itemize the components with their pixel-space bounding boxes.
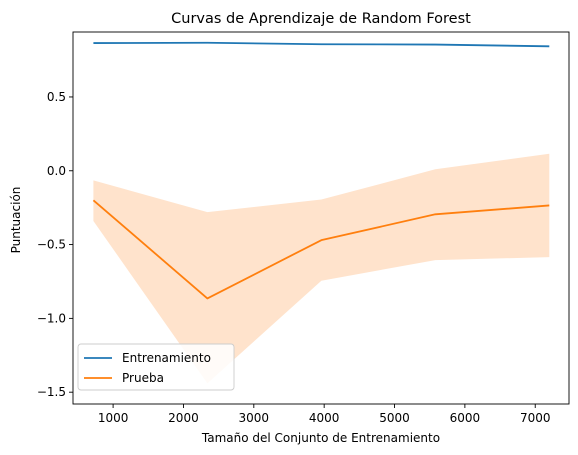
series-1-band xyxy=(93,153,550,384)
legend-box xyxy=(77,343,235,391)
x-tick-label: 5000 xyxy=(379,411,410,425)
y-tick-label: 0.5 xyxy=(47,90,66,104)
chart-title: Curvas de Aprendizaje de Random Forest xyxy=(171,11,471,27)
y-tick-label: −1.0 xyxy=(37,311,66,325)
legend: Entrenamiento Prueba xyxy=(77,343,235,391)
x-tick-label: 4000 xyxy=(309,411,340,425)
x-axis-label: Tamaño del Conjunto de Entrenamiento xyxy=(201,431,440,445)
x-tick-label: 3000 xyxy=(239,411,270,425)
y-tick-label: −1.5 xyxy=(37,385,66,399)
x-tick-label: 1000 xyxy=(98,411,129,425)
legend-label: Prueba xyxy=(122,371,164,385)
y-tick-label: 0.0 xyxy=(47,164,66,178)
x-tick-label: 7000 xyxy=(520,411,551,425)
y-tick-label: −0.5 xyxy=(37,238,66,252)
axes-frame xyxy=(72,31,570,405)
plot-area: 1000 2000 3000 4000 5000 6000 7000 0.5 0.0 −0.5 −1… xyxy=(37,31,570,425)
x-tick-label: 6000 xyxy=(450,411,481,425)
x-tick-label: 2000 xyxy=(168,411,199,425)
y-axis-label: Puntuación xyxy=(9,187,23,254)
legend-label: Entrenamiento xyxy=(122,351,211,365)
